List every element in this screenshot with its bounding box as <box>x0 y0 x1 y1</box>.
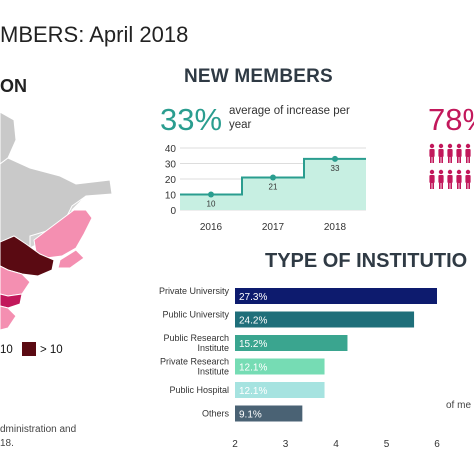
area-point <box>270 174 276 181</box>
y-tick-label: 10 <box>165 191 177 202</box>
person-icon <box>447 169 453 189</box>
x-tick-label: 4 <box>333 439 339 450</box>
person-icon <box>429 169 435 189</box>
page-title: MBERS: April 2018 <box>0 22 189 47</box>
x-tick-label: 6 <box>434 439 440 450</box>
x-tick-label: 2 <box>232 439 238 450</box>
person-icon <box>465 169 471 189</box>
bar-value-label: 12.1% <box>239 363 267 374</box>
increase-percent: 33% <box>160 102 223 137</box>
brazil-map <box>0 111 113 331</box>
person-icon <box>438 143 444 163</box>
x-tick-label: 2017 <box>262 222 285 233</box>
x-tick-label: 5 <box>384 439 390 450</box>
bar-value-label: 9.1% <box>239 410 262 421</box>
y-tick-label: 30 <box>165 160 177 171</box>
y-tick-label: 0 <box>170 206 176 217</box>
y-tick-label: 40 <box>165 144 177 155</box>
person-icon <box>456 143 462 163</box>
person-icon <box>465 143 471 163</box>
institution-bar-chart: Private University Public University Publi… <box>159 286 440 450</box>
area-point <box>332 155 338 162</box>
new-members-title: NEW MEMBERS <box>184 66 333 87</box>
bar-value-label: 12.1% <box>239 386 267 397</box>
bar-category-label: Others <box>202 409 230 419</box>
right-percent: 78% <box>428 102 474 137</box>
data-label: 10 <box>207 200 216 209</box>
bar <box>235 335 348 351</box>
person-icon <box>447 143 453 163</box>
x-tick-label: 2018 <box>324 222 347 233</box>
footer-line-1: dministration and <box>0 424 77 435</box>
person-icon <box>438 169 444 189</box>
data-label: 21 <box>269 182 278 191</box>
people-icons <box>429 143 471 189</box>
bar-category-label: Public University <box>162 310 229 320</box>
bar-value-label: 27.3% <box>239 292 267 303</box>
person-icon <box>456 169 462 189</box>
new-members-chart: 0 10 20 30 40 10 21 33 2016 2017 2018 <box>165 144 366 233</box>
data-label: 33 <box>331 164 340 173</box>
bar <box>235 405 303 422</box>
bar-category-label: Private Research <box>160 357 229 367</box>
map-region-rio <box>57 249 85 269</box>
bar <box>235 311 415 328</box>
bar-value-label: 15.2% <box>239 339 267 350</box>
footer-line-2: 18. <box>0 438 14 449</box>
legend-swatch-high <box>22 342 36 356</box>
x-tick-label: 2016 <box>200 222 223 233</box>
map-region-santa-catarina <box>0 293 23 309</box>
y-tick-label: 20 <box>165 175 177 186</box>
bar-category-label: Institute <box>197 343 229 353</box>
map-region-south <box>0 305 17 331</box>
increase-description: average of increase per year <box>229 105 350 131</box>
legend-label-low: 10 <box>0 344 13 356</box>
bar <box>235 382 325 398</box>
x-tick-label: 3 <box>283 439 289 450</box>
bar-category-label: Private University <box>159 286 230 296</box>
region-title: ON <box>0 76 27 96</box>
bar-category-label: Public Hospital <box>169 385 229 395</box>
person-icon <box>429 143 435 163</box>
side-note: of me <box>446 400 472 411</box>
bar <box>235 288 437 304</box>
bar-category-label: Public Research <box>163 333 229 343</box>
area-series-fill <box>180 158 366 210</box>
map-region-north <box>0 111 17 165</box>
type-title: TYPE OF INSTITUTIO <box>265 250 468 272</box>
bar-value-label: 24.2% <box>239 316 267 327</box>
area-point <box>208 191 214 198</box>
bar <box>235 358 325 375</box>
bar-category-label: Institute <box>197 367 229 377</box>
legend-label-high: > 10 <box>40 344 63 356</box>
